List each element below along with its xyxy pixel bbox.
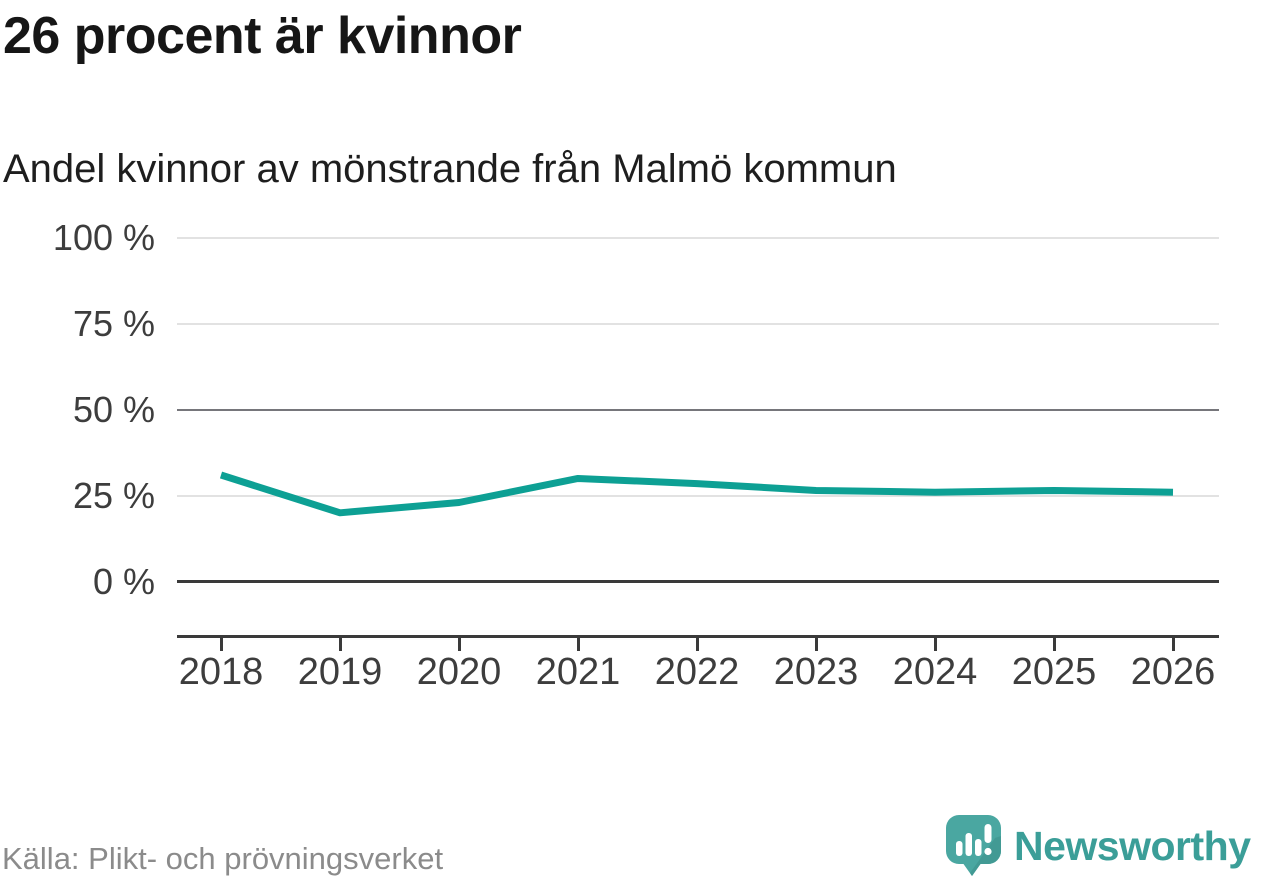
y-axis-label: 75 % — [72, 302, 155, 344]
x-axis-label: 2022 — [654, 651, 740, 693]
x-axis-tick — [814, 636, 818, 651]
x-axis-tick — [1171, 636, 1175, 651]
x-axis-tick — [219, 636, 223, 651]
x-axis-tick — [1052, 636, 1056, 651]
y-axis-label: 100 % — [52, 217, 155, 258]
x-axis-label: 2025 — [1011, 651, 1097, 693]
x-axis-label: 2023 — [773, 651, 859, 693]
chart-title: 26 procent är kvinnor — [3, 7, 522, 65]
gridline-0pct — [177, 580, 1219, 583]
x-axis-label: 2018 — [178, 651, 264, 693]
y-axis-label: 50 % — [72, 388, 155, 430]
newsworthy-logo-icon — [946, 815, 1001, 876]
gridline-100pct — [177, 237, 1219, 239]
x-axis-label: 2019 — [297, 651, 383, 693]
y-axis-label: 0 % — [92, 560, 155, 602]
newsworthy-wordmark: Newsworthy — [1014, 822, 1251, 869]
gridline-75pct — [177, 322, 1219, 325]
newsworthy-logo: Newsworthy — [945, 813, 1251, 879]
x-axis-label: 2024 — [892, 651, 978, 693]
y-axis-label: 25 % — [72, 474, 155, 516]
x-axis-label: 2026 — [1130, 651, 1216, 693]
gridline-25pct — [177, 494, 1219, 497]
x-axis-label: 2020 — [416, 651, 502, 693]
gridline-50pct — [177, 408, 1219, 411]
source-attribution: Källa: Plikt- och prövningsverket — [2, 841, 444, 876]
x-axis-tick — [695, 636, 699, 651]
chart-subtitle: Andel kvinnor av mönstrande från Malmö k… — [3, 147, 897, 191]
x-axis-tick — [933, 636, 937, 651]
x-axis-tick — [457, 636, 461, 651]
x-axis-tick — [338, 636, 342, 651]
x-axis-tick — [576, 636, 580, 651]
x-axis-label: 2021 — [535, 651, 621, 693]
